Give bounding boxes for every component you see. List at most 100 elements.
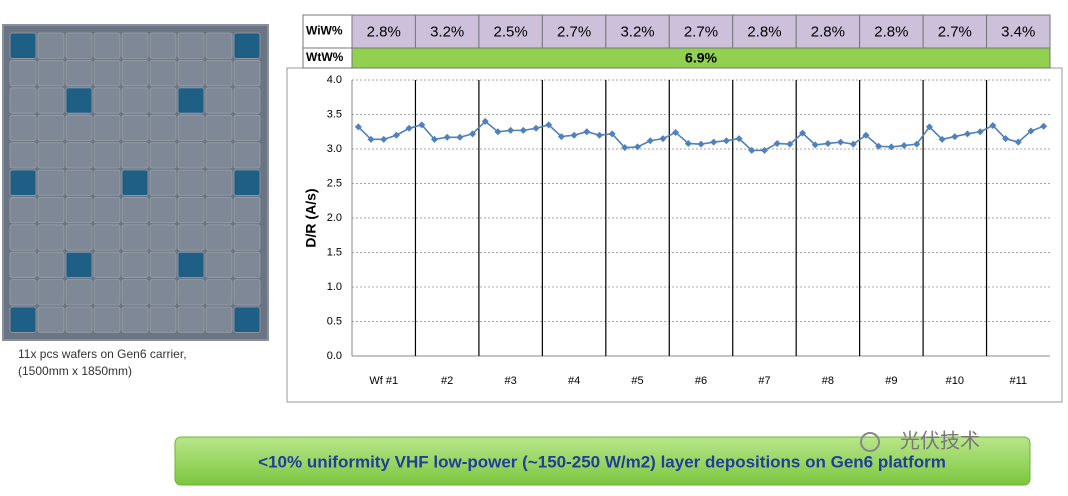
cell (177, 224, 205, 251)
x-tick-label: #6 (695, 375, 707, 387)
cell (93, 169, 121, 196)
marker (976, 128, 984, 136)
y-tick-label: 1.5 (327, 246, 342, 258)
marker (659, 135, 667, 143)
marker (392, 131, 400, 139)
x-tick-label: #10 (946, 375, 964, 387)
marker (938, 135, 946, 143)
cell (65, 196, 93, 224)
x-tick-label: #5 (631, 375, 643, 387)
cell-text: 6.9% (685, 50, 717, 66)
cell (859, 14, 924, 49)
cell (121, 60, 149, 87)
cell (93, 87, 121, 114)
cell (93, 142, 121, 169)
marker (507, 126, 515, 134)
cell (37, 169, 65, 196)
cell (93, 32, 121, 59)
cell (93, 224, 121, 251)
marker (367, 135, 375, 143)
y-tick-label: 0.5 (327, 315, 342, 327)
marker (443, 133, 451, 141)
cell-text: 3.2% (430, 23, 464, 40)
cell (205, 60, 233, 87)
cell (149, 251, 177, 278)
y-tick-label: 0.0 (327, 350, 342, 362)
cell (121, 114, 149, 141)
cell (93, 60, 121, 87)
marker (735, 135, 743, 143)
x-tick-label: #11 (1009, 375, 1027, 387)
cell (65, 60, 93, 87)
marker (697, 140, 705, 148)
x-tick-label: #3 (505, 375, 517, 387)
x-tick-label: #7 (758, 375, 770, 387)
cell (37, 32, 65, 59)
y-axis-label: D/R (A/s) (303, 188, 319, 247)
cell (205, 32, 233, 59)
cell (149, 196, 177, 224)
marker (824, 139, 832, 147)
marker (913, 140, 921, 148)
marker (583, 128, 591, 136)
cell (65, 224, 93, 251)
cell (233, 87, 261, 114)
marker (748, 146, 756, 154)
cell (205, 224, 233, 251)
marker (837, 138, 845, 146)
marker (925, 123, 933, 131)
marker (557, 133, 565, 141)
x-tick-label: Wf #1 (369, 375, 398, 387)
cell (121, 87, 149, 114)
cell (205, 251, 233, 278)
cell (93, 279, 121, 306)
cell (233, 196, 261, 224)
cell (177, 114, 205, 141)
cell (37, 306, 65, 333)
cell (93, 251, 121, 278)
cell (93, 306, 121, 333)
cell (149, 32, 177, 59)
wafer (121, 169, 149, 196)
marker (380, 135, 388, 143)
marker (418, 121, 426, 129)
cell (205, 306, 233, 333)
cell (149, 279, 177, 306)
cell-text: 2.8% (367, 23, 401, 40)
marker (672, 128, 680, 136)
marker (354, 123, 362, 131)
cell-text: 3.4% (1001, 23, 1035, 40)
cell (149, 87, 177, 114)
row-label: WtW% (306, 50, 344, 64)
marker (951, 133, 959, 141)
cell (121, 32, 149, 59)
marker (773, 139, 781, 147)
cell (478, 14, 543, 49)
x-tick-label: #2 (441, 375, 453, 387)
watermark-icon (860, 432, 880, 452)
wafer (233, 306, 261, 333)
marker (989, 122, 997, 130)
marker (1014, 138, 1022, 146)
cell (9, 142, 37, 169)
marker (900, 142, 908, 150)
marker (595, 131, 603, 139)
cell (233, 60, 261, 87)
marker (811, 141, 819, 149)
wafer (9, 306, 37, 333)
y-tick-label: 3.5 (327, 108, 342, 120)
cell (9, 87, 37, 114)
cell (177, 196, 205, 224)
marker (405, 124, 413, 132)
cell-text: 3.2% (620, 23, 654, 40)
marker (430, 135, 438, 143)
cell (205, 169, 233, 196)
cell (9, 196, 37, 224)
marker (1040, 122, 1048, 130)
cell (177, 60, 205, 87)
cell-text: 2.8% (811, 23, 845, 40)
marker (875, 142, 883, 150)
cell (65, 114, 93, 141)
marker (634, 143, 642, 151)
